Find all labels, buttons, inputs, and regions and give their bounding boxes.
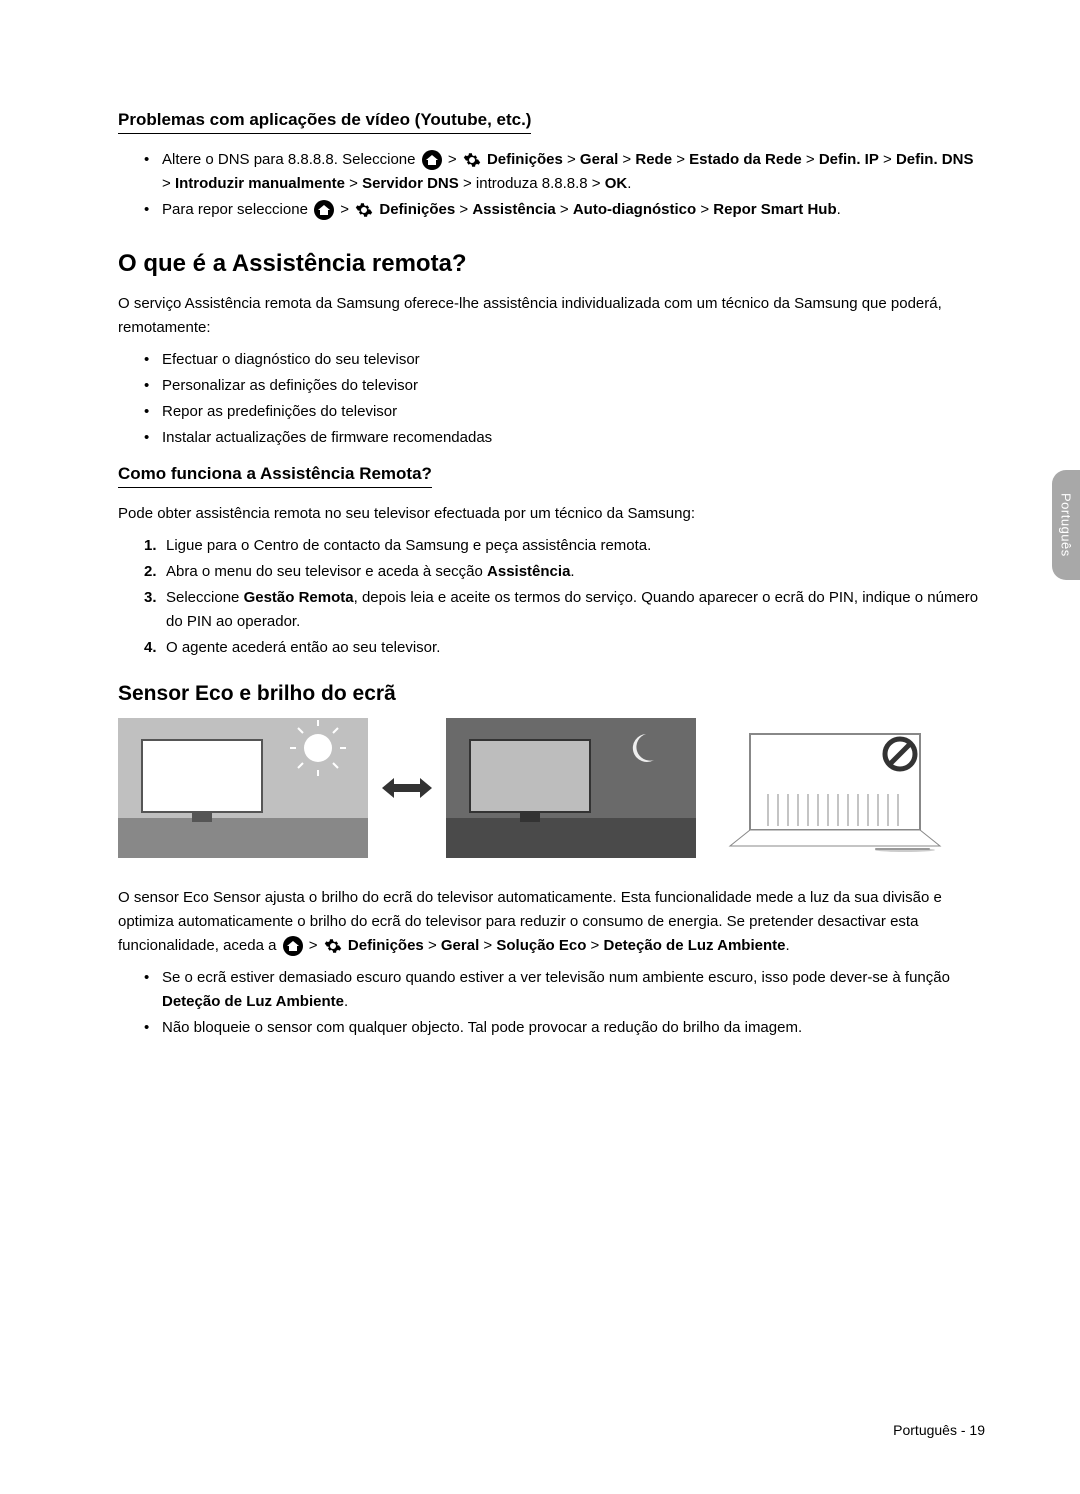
home-icon [422, 150, 442, 170]
text: Definições [348, 937, 424, 954]
bullet-dns: Altere o DNS para 8.8.8.8. Seleccione > … [144, 148, 985, 196]
text: Rede [635, 151, 672, 168]
footer-lang: Português [893, 1422, 957, 1438]
step-4: 4.O agente acederá então ao seu televiso… [144, 636, 985, 660]
text: Ligue para o Centro de contacto da Samsu… [166, 537, 651, 554]
text: . [344, 993, 348, 1010]
text: > [455, 201, 472, 218]
section-remote-assist: O que é a Assistência remota? O serviço … [118, 250, 985, 450]
text: . [627, 175, 631, 192]
list-item: Efectuar o diagnóstico do seu televisor [144, 348, 985, 372]
eco-bullets: Se o ecrã estiver demasiado escuro quand… [144, 966, 985, 1040]
text: > [444, 151, 461, 168]
text: > [618, 151, 635, 168]
text: Abra o menu do seu televisor e aceda à s… [166, 563, 487, 580]
text: Solução Eco [496, 937, 586, 954]
home-icon [283, 936, 303, 956]
text: > [424, 937, 441, 954]
text: Geral [580, 151, 618, 168]
text: . [837, 201, 841, 218]
bullet-reset: Para repor seleccione > Definições > Ass… [144, 198, 985, 222]
text: Para repor seleccione [162, 201, 312, 218]
gear-icon [463, 151, 481, 169]
text: Auto-diagnóstico [573, 201, 696, 218]
text: Deteção de Luz Ambiente [604, 937, 786, 954]
heading-remote-assist: O que é a Assistência remota? [118, 250, 985, 278]
eco-para: O sensor Eco Sensor ajusta o brilho do e… [118, 886, 985, 958]
list-item: Repor as predefinições do televisor [144, 400, 985, 424]
text: Defin. DNS [896, 151, 974, 168]
text: > [345, 175, 362, 192]
language-tab: Português [1052, 470, 1080, 580]
text: > [588, 175, 605, 192]
text: > [802, 151, 819, 168]
text: Assistência [487, 563, 570, 580]
text: Definições [487, 151, 563, 168]
home-icon [314, 200, 334, 220]
intro-how: Pode obter assistência remota no seu tel… [118, 502, 985, 526]
text: > [563, 151, 580, 168]
text: OK [605, 175, 628, 192]
text: > [162, 175, 175, 192]
text: > [336, 201, 353, 218]
text: Seleccione [166, 589, 244, 606]
intro-remote: O serviço Assistência remota da Samsung … [118, 292, 985, 340]
text: > [672, 151, 689, 168]
list-item: Personalizar as definições do televisor [144, 374, 985, 398]
text: > [479, 937, 496, 954]
text: introduza 8.8.8.8 [476, 175, 588, 192]
text: > [879, 151, 896, 168]
arrow-icon [382, 773, 432, 803]
gear-icon [355, 201, 373, 219]
list-item: Instalar actualizações de firmware recom… [144, 426, 985, 450]
figure-calendar-block [710, 718, 960, 858]
step-3: 3.Seleccione Gestão Remota, depois leia … [144, 586, 985, 634]
footer-page: 19 [969, 1422, 985, 1438]
heading-video-problems: Problemas com aplicações de vídeo (Youtu… [118, 110, 531, 134]
page-footer: Português - 19 [893, 1422, 985, 1438]
figure-tv-dark [446, 718, 696, 858]
heading-eco: Sensor Eco e brilho do ecrã [118, 682, 985, 706]
bullet-block: Não bloqueie o sensor com qualquer objec… [144, 1016, 985, 1040]
text: > [556, 201, 573, 218]
text: Servidor DNS [362, 175, 459, 192]
text: Estado da Rede [689, 151, 802, 168]
text: Gestão Remota [244, 589, 354, 606]
text: Assistência [472, 201, 555, 218]
text: Definições [379, 201, 455, 218]
text: Deteção de Luz Ambiente [162, 993, 344, 1010]
section-how-remote: Como funciona a Assistência Remota? Pode… [118, 464, 985, 660]
text: Introduzir manualmente [175, 175, 345, 192]
text: Geral [441, 937, 479, 954]
figure-tv-bright [118, 718, 368, 858]
text: . [570, 563, 574, 580]
text: > [586, 937, 603, 954]
remote-list: Efectuar o diagnóstico do seu televisor … [144, 348, 985, 450]
section-video-problems: Problemas com aplicações de vídeo (Youtu… [118, 110, 985, 222]
figure-row [118, 718, 985, 858]
heading-how-remote: Como funciona a Assistência Remota? [118, 464, 432, 488]
text: Repor Smart Hub [713, 201, 836, 218]
section-eco-sensor: Sensor Eco e brilho do ecrã [118, 682, 985, 1040]
text: O agente acederá então ao seu televisor. [166, 639, 440, 656]
text: > [459, 175, 476, 192]
text: > [305, 937, 322, 954]
steps-list: 1.Ligue para o Centro de contacto da Sam… [144, 534, 985, 660]
bullet-dark: Se o ecrã estiver demasiado escuro quand… [144, 966, 985, 1014]
text: Se o ecrã estiver demasiado escuro quand… [162, 969, 950, 986]
text: Altere o DNS para 8.8.8.8. Seleccione [162, 151, 420, 168]
text: Defin. IP [819, 151, 879, 168]
gear-icon [324, 937, 342, 955]
step-2: 2.Abra o menu do seu televisor e aceda à… [144, 560, 985, 584]
step-1: 1.Ligue para o Centro de contacto da Sam… [144, 534, 985, 558]
text: > [696, 201, 713, 218]
language-label: Português [1059, 493, 1074, 557]
text: . [785, 937, 789, 954]
video-bullets: Altere o DNS para 8.8.8.8. Seleccione > … [144, 148, 985, 222]
